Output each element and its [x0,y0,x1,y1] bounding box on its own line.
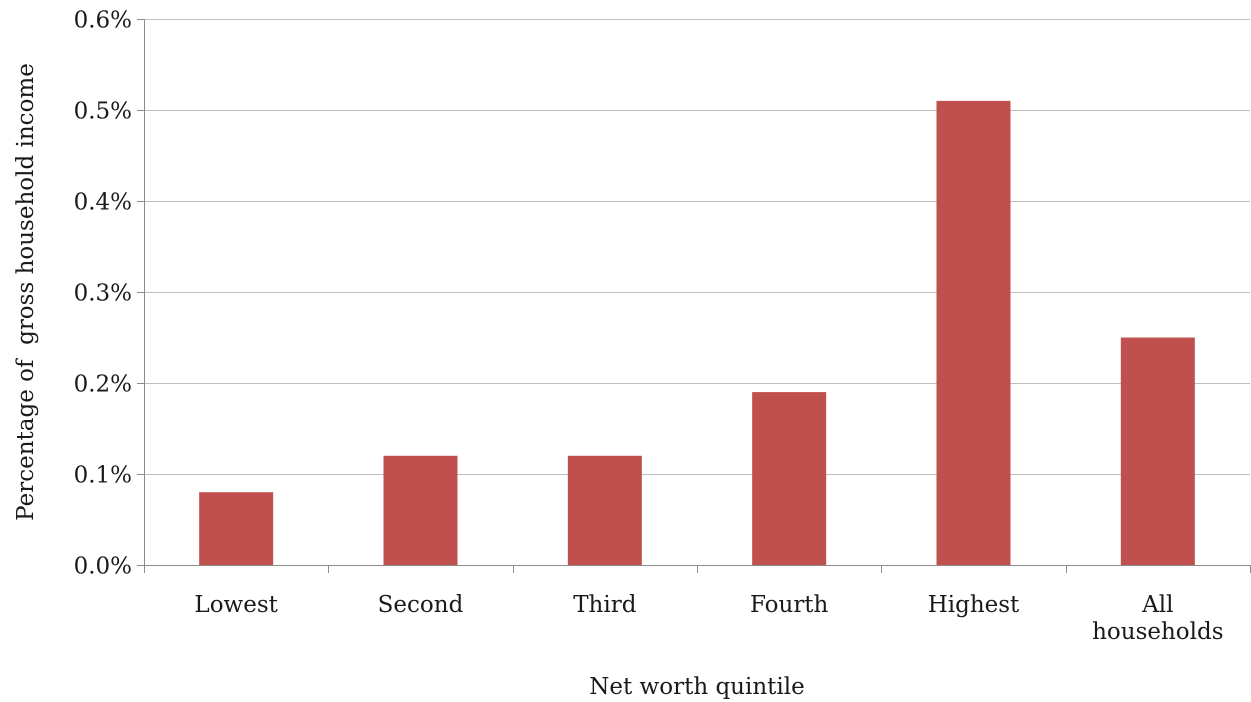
y-tick-label: 0.5% [74,99,132,125]
x-category-label: Second [378,592,464,618]
y-tick-label: 0.0% [74,554,132,580]
bar-second [383,455,458,565]
y-tick-label: 0.2% [74,372,132,398]
bar-third [567,455,642,565]
x-category-label: Fourth [750,592,829,618]
bar-fourth [752,392,827,565]
y-tick-label: 0.1% [74,463,132,489]
x-axis-title: Net worth quintile [589,674,804,700]
x-category-label: Highest [928,592,1020,618]
bar-lowest [199,492,274,565]
x-category-labels: Lowest Second Third Fourth Highest Allhouseho… [194,592,1223,645]
x-category-label: All [1141,592,1173,618]
y-tick-label: 0.6% [74,8,132,34]
y-tick-labels: 0.0% 0.1% 0.2% 0.3% 0.4% 0.5% 0.6% [74,8,132,580]
y-axis-title: Percentage of gross household income [13,63,39,521]
bar-highest [936,100,1011,566]
bars [199,100,1195,566]
bar-all-households [1120,337,1195,565]
gridlines [144,19,1250,475]
axes [137,19,1251,573]
x-category-label: Third [573,592,637,618]
x-category-label: Lowest [194,592,278,618]
x-category-label: households [1092,619,1223,645]
y-tick-label: 0.4% [74,190,132,216]
y-tick-label: 0.3% [74,281,132,307]
